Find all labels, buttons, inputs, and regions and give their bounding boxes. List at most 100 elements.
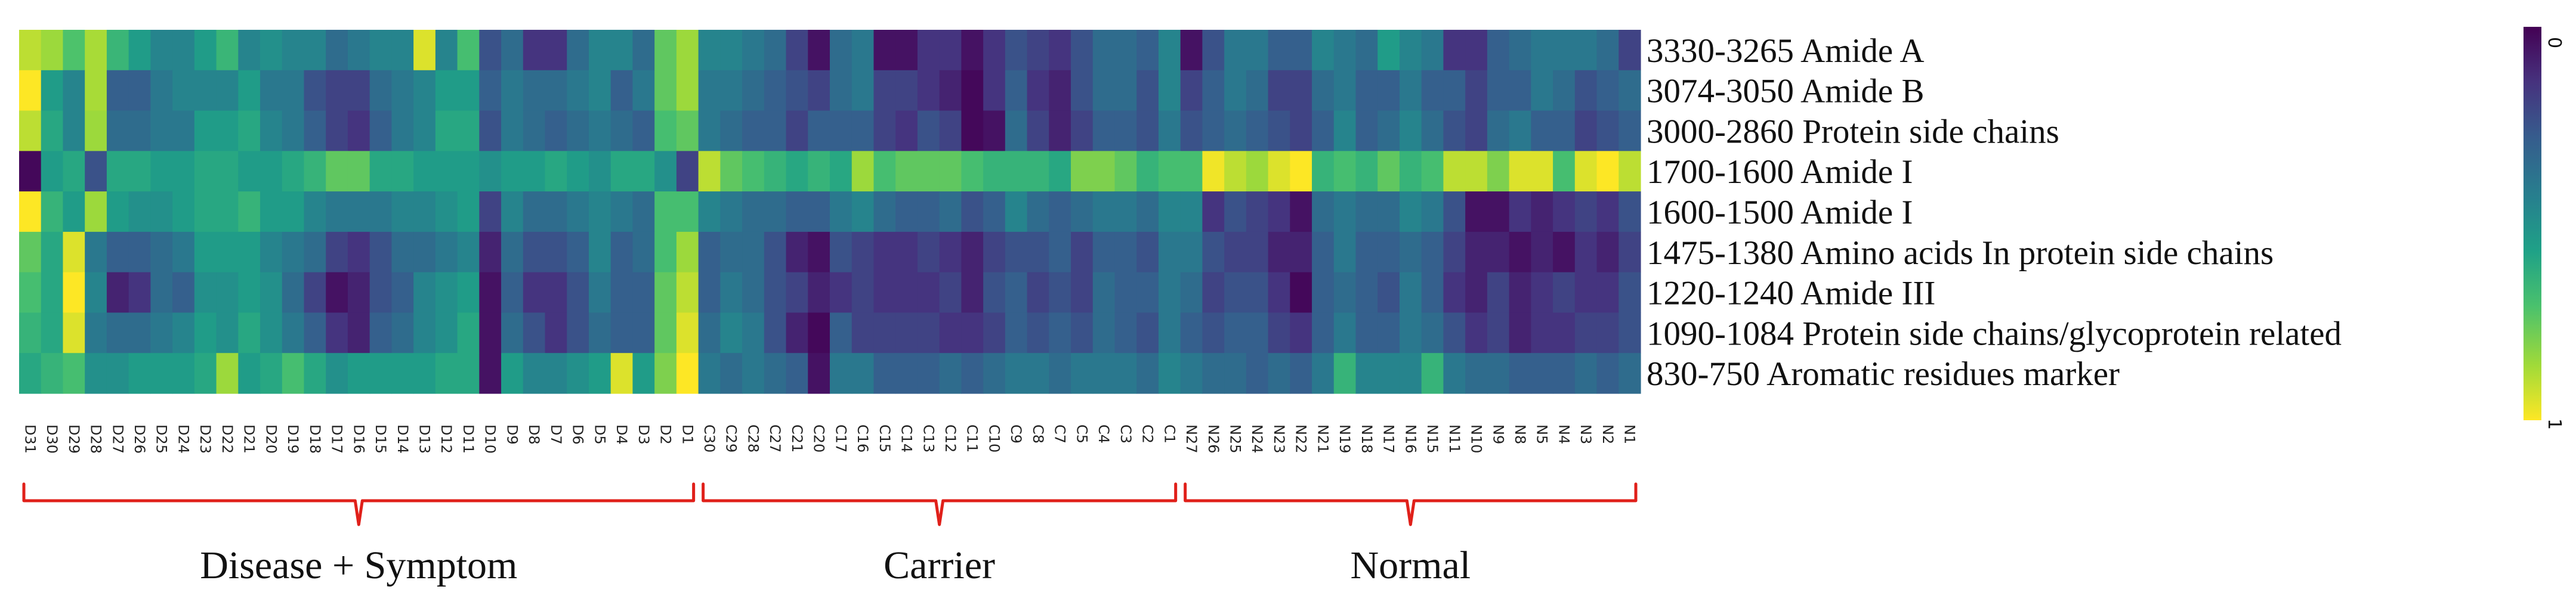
heatmap-cell [939,151,962,192]
heatmap-cell [545,151,567,192]
heatmap-cell [1158,151,1181,192]
heatmap-cell [435,312,458,353]
heatmap-cell [523,110,546,151]
heatmap-cell [895,110,918,151]
column-label: C11 [964,424,981,452]
heatmap-cell [1355,191,1378,232]
heatmap-cell [41,231,64,273]
heatmap-cell [830,110,853,151]
heatmap-cell [961,70,984,111]
heatmap-cell [1531,231,1553,273]
heatmap-cell [676,151,699,192]
heatmap-cell [150,30,173,71]
heatmap-cell [194,231,217,273]
heatmap-cell [457,312,480,353]
column-label: C27 [767,424,783,452]
column-label: D24 [175,424,192,454]
heatmap-cell [545,191,567,232]
heatmap-cell [1180,272,1203,314]
column-label: N21 [1314,424,1331,454]
column-label: D11 [460,424,477,454]
heatmap-cell [1136,151,1159,192]
heatmap-cell [1596,353,1619,394]
colorbar: 0 1 [2524,27,2565,430]
heatmap-cell [304,272,326,314]
heatmap-cell [106,30,129,71]
column-label: N2 [1599,424,1616,444]
heatmap-cell [150,272,173,314]
heatmap-cell [501,110,524,151]
heatmap-cell [369,312,393,353]
heatmap-cell [238,231,261,273]
heatmap-cell [1399,353,1422,394]
heatmap-cell [1509,110,1531,151]
heatmap-cell [1246,191,1269,232]
heatmap-cell [435,191,458,232]
heatmap-cell [1246,151,1269,192]
heatmap-cell [851,312,875,353]
heatmap-cell [1619,231,1641,273]
heatmap-cell [457,110,480,151]
heatmap-cell [610,231,634,273]
heatmap-cell [1092,272,1116,314]
heatmap-cell [588,70,611,111]
group-label: Carrier [884,544,995,587]
heatmap-cell [63,30,85,71]
heatmap-cell [567,353,589,394]
heatmap-cell [391,30,414,71]
heatmap-cell [457,30,480,71]
heatmap-cell [19,191,42,232]
heatmap-cell [676,312,699,353]
heatmap-cell [895,70,918,111]
heatmap-cell [41,312,64,353]
heatmap-cell [1421,231,1444,273]
heatmap-cell [545,312,567,353]
column-label: N3 [1577,424,1594,444]
heatmap-cell [1202,353,1225,394]
heatmap-cell [1574,30,1598,71]
heatmap-cell [1027,30,1049,71]
heatmap-cell [435,231,458,273]
heatmap-cell [172,30,195,71]
heatmap-cell [1027,110,1049,151]
heatmap-cell [1224,312,1247,353]
column-label: N10 [1468,424,1485,454]
heatmap-cell [194,70,217,111]
heatmap-cell [1071,151,1094,192]
heatmap-cell [961,353,984,394]
heatmap-cell [742,272,765,314]
heatmap-cell [764,110,787,151]
heatmap-cell [260,110,283,151]
heatmap-cell [523,191,546,232]
heatmap-cell [128,272,151,314]
heatmap-cell [1333,231,1357,273]
heatmap-cell [85,191,107,232]
heatmap-cell [457,353,480,394]
heatmap-cell [304,353,326,394]
heatmap-cell [873,353,896,394]
heatmap-cell [326,191,348,232]
heatmap-cell [1333,312,1357,353]
heatmap-cell [1531,30,1553,71]
heatmap-cell [19,70,42,111]
column-label: N19 [1336,424,1353,454]
column-label: D22 [219,424,236,454]
heatmap-cell [742,70,765,111]
heatmap-cell [63,231,85,273]
heatmap-cell [1158,231,1181,273]
column-label: C29 [723,424,740,452]
heatmap-cell [194,30,217,71]
heatmap-cell [895,272,918,314]
heatmap-cell [1049,151,1071,192]
heatmap-cell [1574,231,1598,273]
heatmap-cell [85,70,107,111]
heatmap-cell [369,70,393,111]
heatmap-cell [1399,110,1422,151]
heatmap-cell [939,312,962,353]
heatmap-cell [1333,191,1357,232]
heatmap-cell [19,231,42,273]
heatmap-cell [1114,151,1137,192]
heatmap-cell [1531,353,1553,394]
heatmap-cell [1619,151,1641,192]
heatmap-cell [413,110,436,151]
